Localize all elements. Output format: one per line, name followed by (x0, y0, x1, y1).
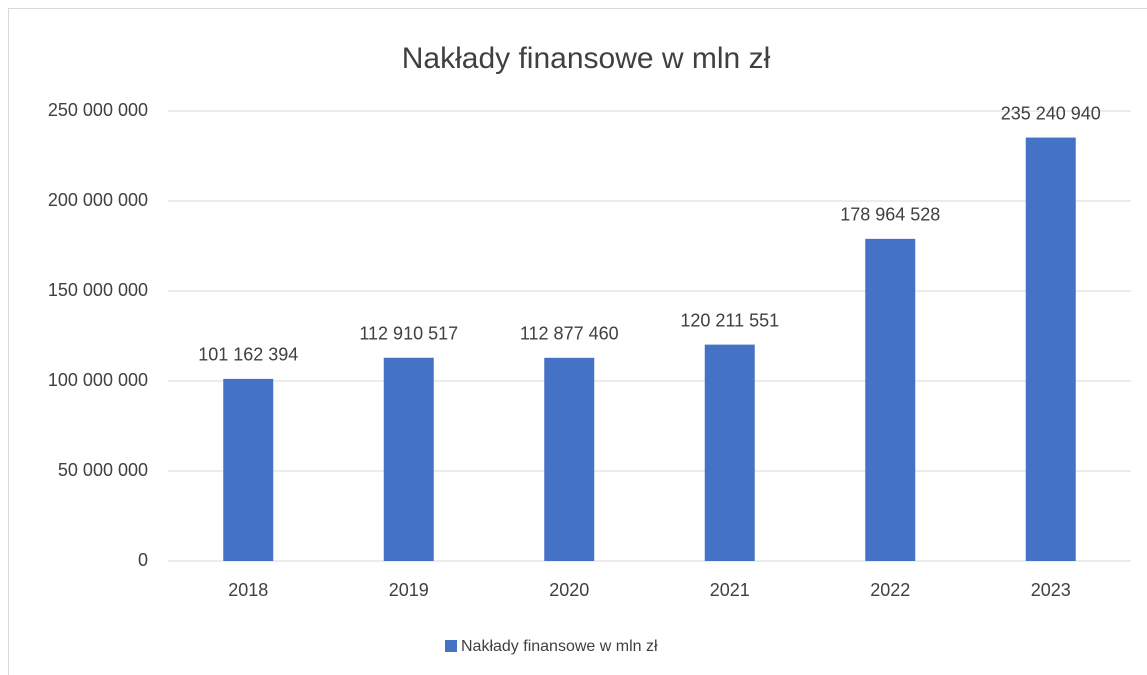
legend-swatch (445, 640, 457, 652)
data-label: 112 910 517 (359, 324, 458, 344)
bar (865, 238, 916, 562)
bar (704, 344, 755, 561)
y-tick-label: 200 000 000 (48, 190, 148, 210)
y-tick-label: 250 000 000 (48, 100, 148, 120)
x-tick-label: 2019 (389, 580, 429, 600)
y-tick-label: 150 000 000 (48, 280, 148, 300)
x-tick-label: 2018 (228, 580, 268, 600)
bar (383, 357, 434, 561)
bar (223, 378, 274, 561)
chart-border (8, 8, 1147, 675)
y-tick-label: 50 000 000 (58, 460, 148, 480)
data-label: 101 162 394 (198, 345, 298, 365)
bar (544, 357, 595, 561)
chart-title: Nakłady finansowe w mln zł (402, 42, 771, 75)
data-label: 235 240 940 (1001, 103, 1101, 123)
x-tick-label: 2021 (710, 580, 750, 600)
data-label: 112 877 460 (520, 324, 619, 344)
data-label: 120 211 551 (680, 310, 779, 330)
y-tick-label: 100 000 000 (48, 370, 148, 390)
x-tick-label: 2020 (549, 580, 589, 600)
data-label: 178 964 528 (840, 205, 940, 225)
x-tick-label: 2022 (870, 580, 910, 600)
legend-label: Nakłady finansowe w mln zł (461, 638, 658, 655)
y-tick-label: 0 (138, 550, 148, 570)
bar (1025, 137, 1076, 561)
x-tick-label: 2023 (1031, 580, 1071, 600)
